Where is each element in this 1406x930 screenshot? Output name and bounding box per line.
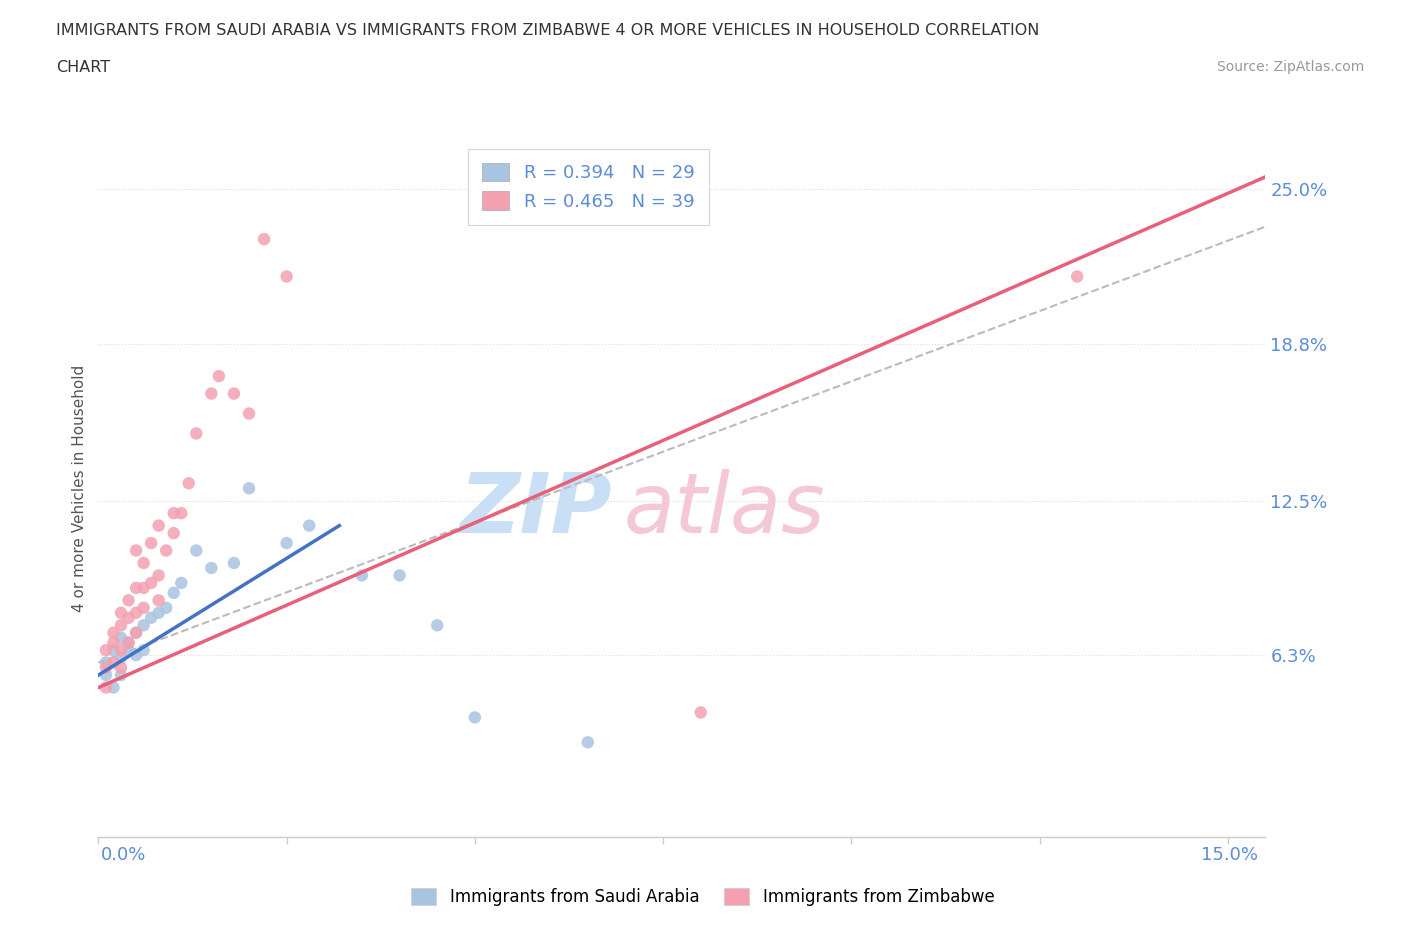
Point (139, 536, 162, 551)
Point (94, 656, 117, 671)
Point (110, 668, 132, 683)
Legend: R = 0.394   N = 29, R = 0.465   N = 39: R = 0.394 N = 29, R = 0.465 N = 39 (468, 149, 709, 225)
Point (132, 555, 155, 570)
Point (103, 656, 125, 671)
Text: CHART: CHART (56, 60, 110, 75)
Point (110, 660, 132, 675)
Point (388, 568, 411, 583)
Point (103, 625, 125, 640)
Point (276, 269, 298, 284)
Point (276, 536, 298, 551)
Point (222, 555, 245, 570)
Point (148, 568, 170, 583)
Point (125, 580, 148, 595)
Point (148, 518, 170, 533)
Point (125, 625, 148, 640)
Point (148, 593, 170, 608)
Point (426, 618, 449, 632)
Legend: Immigrants from Saudi Arabia, Immigrants from Zimbabwe: Immigrants from Saudi Arabia, Immigrants… (405, 881, 1001, 912)
Point (155, 543, 177, 558)
Point (186, 426, 208, 441)
Point (200, 386, 222, 401)
Point (103, 680, 125, 695)
Point (110, 650, 132, 665)
Point (350, 568, 373, 583)
Point (177, 476, 200, 491)
Point (139, 610, 162, 625)
Point (110, 618, 132, 632)
Point (576, 735, 599, 750)
Point (94, 643, 117, 658)
Point (125, 605, 148, 620)
Point (163, 586, 186, 601)
Point (208, 368, 231, 383)
Point (94, 668, 117, 683)
Point (117, 610, 139, 625)
Point (103, 643, 125, 658)
Point (132, 580, 155, 595)
Point (1066, 269, 1088, 284)
Point (110, 631, 132, 645)
Point (117, 643, 139, 658)
Point (125, 625, 148, 640)
Point (148, 605, 170, 620)
Text: 0.0%: 0.0% (101, 846, 146, 864)
Point (117, 635, 139, 650)
Point (94, 660, 117, 675)
Text: ZIP: ZIP (460, 469, 612, 550)
Point (170, 506, 193, 521)
Point (155, 601, 177, 616)
Point (125, 647, 148, 662)
Point (163, 506, 186, 521)
Point (132, 618, 155, 632)
Point (110, 605, 132, 620)
Point (689, 705, 711, 720)
Point (125, 543, 148, 558)
Point (464, 710, 486, 724)
Point (298, 518, 321, 533)
Text: 15.0%: 15.0% (1201, 846, 1258, 864)
Y-axis label: 4 or more Vehicles in Household: 4 or more Vehicles in Household (72, 365, 87, 612)
Point (139, 576, 162, 591)
Point (238, 406, 260, 421)
Point (110, 643, 132, 658)
Text: Source: ZipAtlas.com: Source: ZipAtlas.com (1216, 60, 1364, 74)
Point (238, 481, 260, 496)
Point (163, 525, 186, 540)
Point (186, 543, 208, 558)
Point (170, 576, 193, 591)
Text: IMMIGRANTS FROM SAUDI ARABIA VS IMMIGRANTS FROM ZIMBABWE 4 OR MORE VEHICLES IN H: IMMIGRANTS FROM SAUDI ARABIA VS IMMIGRAN… (56, 23, 1039, 38)
Text: atlas: atlas (623, 469, 825, 550)
Point (117, 593, 139, 608)
Point (117, 635, 139, 650)
Point (200, 561, 222, 576)
Point (222, 386, 245, 401)
Point (132, 601, 155, 616)
Point (253, 232, 276, 246)
Point (132, 643, 155, 658)
Point (103, 635, 125, 650)
Point (94, 680, 117, 695)
